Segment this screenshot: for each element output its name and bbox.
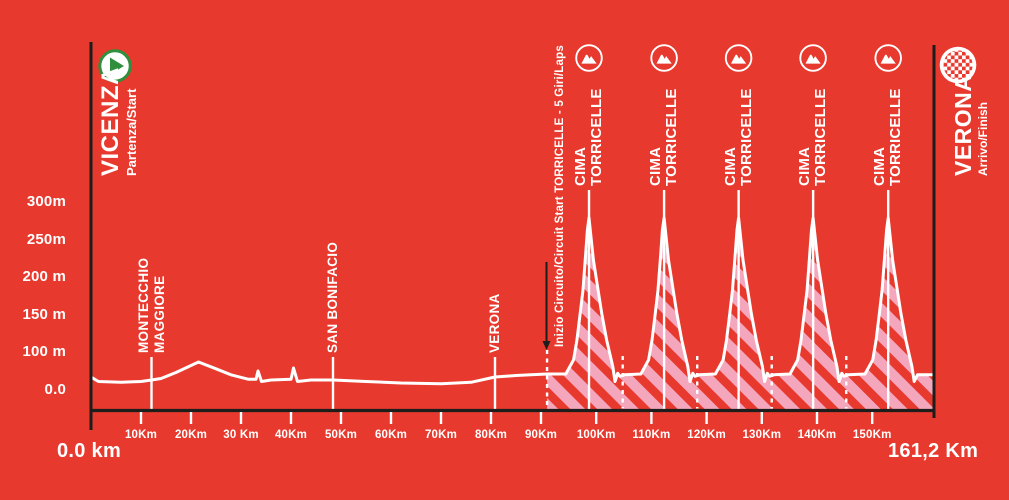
finish-city: VERONA (950, 74, 976, 176)
elevation-tick-label: 150 m (22, 305, 66, 323)
elevation-tick-label: 200 m (22, 268, 66, 285)
circuit-start-arrowhead (542, 341, 551, 350)
finish-distance-label: 161,2 Km (888, 440, 979, 462)
climb-label-line: CIMA (796, 146, 814, 186)
climb-label: CIMA TORRICELLE (647, 88, 681, 186)
waypoint-label-line: MONTECCHIO (135, 257, 151, 353)
waypoint-label: SAN BONIFACIO (325, 242, 341, 353)
start-subtitle: Partenza/Start (124, 88, 139, 176)
distance-tick-label: 90Km (524, 429, 558, 441)
start-distance-label: 0.0 km (57, 440, 122, 462)
distance-tick-label: 30 Km (223, 429, 259, 441)
distance-tick-label: 40Km (274, 429, 308, 441)
distance-tick-label: 50Km (324, 429, 358, 441)
climb-label-line: TORRICELLE (737, 88, 755, 186)
waypoint-label: VERONA (487, 293, 503, 353)
elevation-tick-label: 100 m (22, 343, 66, 360)
profile-line (89, 216, 936, 386)
climb-label: CIMA TORRICELLE (572, 88, 606, 186)
distance-tick-label: 120Km (687, 429, 726, 441)
distance-tick-label: 80Km (474, 429, 508, 441)
waypoint-label: MONTECCHIO MAGGIORE (136, 258, 168, 353)
elevation-tick-label: 300m (26, 193, 66, 210)
climb-label-line: CIMA (871, 146, 889, 186)
start-city: VICENZA (97, 67, 124, 176)
climb-label-line: CIMA (647, 146, 665, 186)
mountain-icon (724, 44, 753, 72)
distance-tick-label: 150Km (852, 429, 892, 441)
play-icon (98, 49, 132, 83)
start-label: VICENZA Partenza/Start (97, 67, 140, 176)
climb-label: CIMA TORRICELLE (796, 88, 830, 186)
climb-label-line: TORRICELLE (887, 88, 905, 186)
elevation-tick-label: 0.0 (44, 381, 66, 398)
distance-tick-label: 20Km (174, 429, 208, 441)
climb-label: CIMA TORRICELLE (871, 88, 905, 186)
mountain-icon (650, 44, 678, 72)
waypoint-label-line: VERONA (487, 293, 502, 353)
waypoint-label-line: MAGGIORE (151, 275, 167, 353)
climb-label-line: CIMA (572, 146, 590, 186)
mountain-icon (575, 44, 603, 72)
distance-tick-label: 140Km (797, 429, 837, 441)
mountain-icon (799, 44, 827, 72)
distance-tick-label: 100Km (576, 429, 616, 441)
climb-label: CIMA TORRICELLE (721, 88, 755, 186)
finish-label: VERONA Arrivo/Finish (950, 74, 990, 176)
distance-tick-label: 110Km (632, 429, 671, 441)
waypoint-label-line: SAN BONIFACIO (325, 241, 340, 353)
elevation-tick-label: 250m (26, 230, 66, 248)
climb-label-line: TORRICELLE (812, 88, 830, 186)
climb-label-line: TORRICELLE (663, 88, 681, 186)
finish-subtitle: Arrivo/Finish (976, 101, 990, 176)
mountain-icon (874, 44, 902, 72)
climb-label-line: TORRICELLE (588, 88, 606, 186)
finish-flag-icon (939, 46, 977, 84)
distance-tick-label: 130Km (742, 429, 782, 441)
climb-label-line: CIMA (721, 146, 739, 186)
distance-tick-label: 60Km (374, 429, 408, 441)
circuit-hatch-area (547, 218, 934, 411)
distance-tick-label: 70Km (424, 429, 458, 441)
circuit-note: Inizio Circuito/Circuit Start TORRICELLE… (554, 45, 566, 347)
distance-tick-label: 10Km (124, 429, 158, 441)
